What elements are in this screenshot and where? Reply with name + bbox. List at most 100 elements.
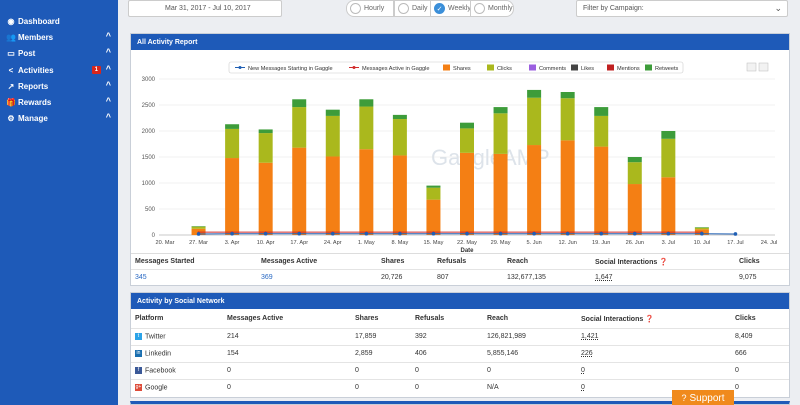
bar-clicks[interactable] — [292, 107, 307, 148]
bar-clicks[interactable] — [191, 226, 206, 229]
sidebar-item-dashboard[interactable]: ◉ Dashboard — [0, 14, 118, 29]
interval-option-hourly[interactable]: Hourly — [346, 0, 394, 17]
bar-retweets[interactable] — [493, 107, 508, 114]
bar-retweets[interactable] — [460, 122, 474, 129]
bar-clicks[interactable] — [627, 162, 642, 185]
point-new-messages[interactable] — [532, 231, 536, 236]
bar-retweets[interactable] — [392, 114, 407, 120]
sidebar-item-members[interactable]: 👥 Members ^ — [0, 30, 118, 45]
bar-retweets[interactable] — [426, 185, 441, 188]
bar-clicks[interactable] — [460, 128, 474, 153]
table-cell[interactable]: 1,421 — [581, 333, 599, 340]
legend-item[interactable]: Likes — [581, 66, 594, 72]
bar-shares[interactable] — [225, 158, 240, 235]
bar-clicks[interactable] — [694, 227, 709, 230]
point-new-messages[interactable] — [632, 231, 637, 236]
point-new-messages[interactable] — [263, 231, 268, 236]
bar-shares[interactable] — [359, 149, 374, 235]
date-range-input[interactable]: Mar 31, 2017 - Jul 10, 2017 — [128, 0, 282, 17]
legend-item[interactable]: Retweets — [655, 66, 679, 72]
bar-clicks[interactable] — [493, 113, 508, 154]
sidebar-item-post[interactable]: ▭ Post ^ — [0, 46, 118, 61]
bar-shares[interactable] — [661, 177, 676, 235]
download-icon[interactable] — [758, 62, 769, 72]
legend-item[interactable]: Mentions — [617, 66, 640, 72]
print-icon[interactable] — [746, 62, 757, 72]
bar-retweets[interactable] — [258, 129, 273, 134]
bar-clicks[interactable] — [426, 187, 441, 200]
point-new-messages[interactable] — [733, 232, 738, 236]
point-new-messages[interactable] — [700, 231, 704, 236]
bar-shares[interactable] — [292, 147, 307, 235]
campaign-filter-select[interactable]: Filter by Campaign: ⌄ — [576, 0, 788, 17]
bar-retweets[interactable] — [527, 89, 542, 98]
point-new-messages[interactable] — [666, 231, 671, 236]
summary-value[interactable]: 1,647 — [595, 274, 613, 281]
bar-shares[interactable] — [325, 156, 340, 235]
point-new-messages[interactable] — [297, 231, 302, 236]
chevron-down-icon: ⌄ — [774, 3, 782, 13]
chevron-up-icon[interactable]: ^ — [105, 112, 111, 123]
bar-shares[interactable] — [594, 146, 609, 235]
bar-clicks[interactable] — [325, 115, 340, 157]
bar-retweets[interactable] — [694, 227, 709, 228]
bar-clicks[interactable] — [258, 133, 273, 163]
sidebar-item-rewards[interactable]: 🎁 Rewards ^ — [0, 95, 118, 110]
point-new-messages[interactable] — [565, 231, 570, 236]
chevron-up-icon[interactable]: ^ — [105, 96, 111, 106]
bar-clicks[interactable] — [359, 106, 374, 150]
chevron-up-icon[interactable]: ^ — [105, 31, 111, 42]
interval-option-monthly[interactable]: Monthly — [470, 0, 514, 17]
interval-option-weekly[interactable]: ✓ Weekly — [430, 0, 476, 17]
point-new-messages[interactable] — [498, 231, 503, 236]
sidebar-item-activities[interactable]: < Activities 1 ^ — [0, 63, 118, 78]
bar-retweets[interactable] — [292, 99, 307, 108]
bar-shares[interactable] — [560, 140, 575, 235]
point-new-messages[interactable] — [364, 231, 369, 236]
point-new-messages[interactable] — [330, 231, 335, 236]
bar-retweets[interactable] — [325, 109, 340, 116]
bar-shares[interactable] — [527, 145, 542, 235]
bar-retweets[interactable] — [191, 226, 206, 227]
sidebar-item-manage[interactable]: ⚙ Manage ^ — [0, 111, 118, 126]
bar-clicks[interactable] — [527, 97, 542, 146]
bar-shares[interactable] — [493, 153, 508, 235]
bar-clicks[interactable] — [392, 119, 407, 156]
bar-clicks[interactable] — [594, 115, 609, 147]
bar-retweets[interactable] — [560, 92, 575, 99]
summary-value[interactable]: 369 — [261, 274, 273, 281]
legend-item[interactable]: Comments — [539, 66, 566, 72]
table-cell[interactable]: 0 — [581, 384, 585, 391]
support-button[interactable]: ? Support — [672, 390, 734, 405]
bar-shares[interactable] — [426, 199, 441, 235]
bar-clicks[interactable] — [225, 128, 240, 159]
bar-clicks[interactable] — [560, 98, 575, 141]
legend-item[interactable]: New Messages Starting in Gaggle — [248, 66, 333, 72]
point-new-messages[interactable] — [465, 231, 469, 236]
point-new-messages[interactable] — [599, 231, 604, 236]
bar-retweets[interactable] — [661, 131, 676, 139]
chevron-up-icon[interactable]: ^ — [105, 63, 111, 74]
legend-item[interactable]: Shares — [453, 66, 471, 72]
legend-item[interactable]: Clicks — [497, 66, 512, 72]
bar-shares[interactable] — [627, 184, 642, 235]
legend-item[interactable]: Messages Active in Gaggle — [362, 66, 429, 72]
table-cell[interactable]: 0 — [581, 367, 585, 374]
chevron-up-icon[interactable]: ^ — [105, 47, 111, 58]
summary-value[interactable]: 345 — [135, 274, 147, 281]
sidebar-item-reports[interactable]: ↗ Reports ^ — [0, 79, 118, 94]
chevron-up-icon[interactable]: ^ — [105, 79, 111, 90]
bar-shares[interactable] — [460, 152, 474, 235]
bar-retweets[interactable] — [594, 107, 609, 116]
point-new-messages[interactable] — [196, 232, 201, 236]
bar-shares[interactable] — [392, 155, 407, 235]
bar-clicks[interactable] — [661, 138, 676, 178]
bar-retweets[interactable] — [225, 124, 240, 129]
point-new-messages[interactable] — [431, 231, 436, 236]
bar-retweets[interactable] — [359, 99, 374, 107]
bar-retweets[interactable] — [627, 157, 642, 163]
point-new-messages[interactable] — [230, 231, 234, 236]
table-cell[interactable]: 226 — [581, 350, 593, 357]
bar-shares[interactable] — [258, 162, 273, 235]
point-new-messages[interactable] — [398, 231, 402, 236]
